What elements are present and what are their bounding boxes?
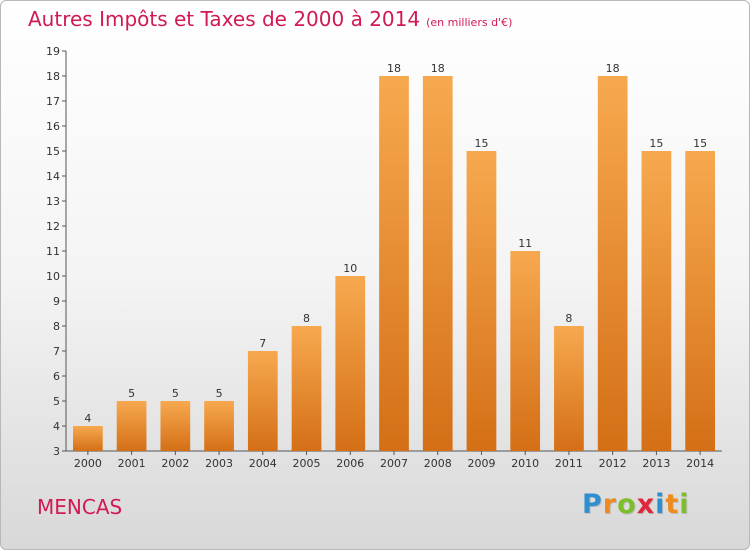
bars bbox=[72, 76, 716, 451]
y-axis: 3 4 5 6 7 8 9 10 11 12 13 14 15 16 17 18 19 bbox=[46, 45, 67, 458]
y-tick-label: 13 bbox=[46, 195, 60, 208]
x-tick-label: 2003 bbox=[205, 457, 233, 470]
logo-letter: r bbox=[602, 489, 618, 520]
x-tick-label: 2013 bbox=[642, 457, 670, 470]
y-tick-label: 10 bbox=[46, 270, 60, 283]
bar-2014 bbox=[685, 151, 716, 451]
value-label-2013: 15 bbox=[649, 137, 663, 150]
chart-title-text: Autres Impôts et Taxes de 2000 à 2014 bbox=[28, 7, 421, 31]
x-tick-label: 2012 bbox=[599, 457, 627, 470]
y-tick-label: 8 bbox=[53, 320, 60, 333]
bar-2012 bbox=[597, 76, 628, 451]
proxiti-logo[interactable]: Proxiti bbox=[582, 489, 690, 520]
y-tick-label: 11 bbox=[46, 245, 60, 258]
value-label-2010: 11 bbox=[518, 237, 532, 250]
value-labels: 4 5 5 5 7 8 10 18 18 15 11 8 18 15 15 bbox=[84, 62, 707, 425]
value-label-2014: 15 bbox=[693, 137, 707, 150]
x-tick-label: 2007 bbox=[380, 457, 408, 470]
x-tick-label: 2005 bbox=[293, 457, 321, 470]
x-tick-label: 2009 bbox=[467, 457, 495, 470]
y-tick-label: 4 bbox=[53, 420, 60, 433]
y-tick-label: 3 bbox=[53, 445, 60, 458]
bar-2001 bbox=[116, 401, 147, 451]
y-tick-label: 18 bbox=[46, 70, 60, 83]
logo-letter: o bbox=[617, 489, 637, 520]
y-tick-label: 9 bbox=[53, 295, 60, 308]
y-tick-label: 15 bbox=[46, 145, 60, 158]
x-tick-label: 2000 bbox=[74, 457, 102, 470]
bar-2002 bbox=[160, 401, 191, 451]
y-tick-label: 12 bbox=[46, 220, 60, 233]
chart-title: Autres Impôts et Taxes de 2000 à 2014 (en… bbox=[28, 7, 512, 31]
x-tick-label: 2010 bbox=[511, 457, 539, 470]
x-tick-label: 2004 bbox=[249, 457, 277, 470]
x-tick-label: 2002 bbox=[161, 457, 189, 470]
x-tick-label: 2011 bbox=[555, 457, 583, 470]
bar-2000 bbox=[72, 426, 103, 451]
bar-2009 bbox=[466, 151, 497, 451]
value-label-2011: 8 bbox=[565, 312, 572, 325]
bar-2013 bbox=[641, 151, 672, 451]
y-tick-label: 16 bbox=[46, 120, 60, 133]
y-tick-label: 5 bbox=[53, 395, 60, 408]
y-tick-label: 6 bbox=[53, 370, 60, 383]
logo-letter: P bbox=[582, 489, 603, 520]
bar-2011 bbox=[554, 326, 584, 451]
commune-name: MENCAS bbox=[37, 495, 123, 519]
bar-2008 bbox=[422, 76, 453, 451]
x-axis: 2000 2001 2002 2003 2004 2005 2006 2007 2008 2009… bbox=[66, 450, 722, 470]
value-label-2001: 5 bbox=[128, 387, 135, 400]
y-tick-label: 17 bbox=[46, 95, 60, 108]
value-label-2000: 4 bbox=[84, 412, 91, 425]
x-tick-label: 2001 bbox=[118, 457, 146, 470]
bar-2003 bbox=[204, 401, 234, 451]
bar-2010 bbox=[510, 251, 541, 451]
value-label-2006: 10 bbox=[343, 262, 357, 275]
logo-letter: i bbox=[679, 489, 690, 520]
value-label-2007: 18 bbox=[387, 62, 401, 75]
value-label-2005: 8 bbox=[303, 312, 310, 325]
value-label-2004: 7 bbox=[259, 337, 266, 350]
bar-2004 bbox=[247, 351, 278, 451]
y-tick-label: 7 bbox=[53, 345, 60, 358]
logo-letter: x bbox=[636, 489, 656, 520]
value-label-2002: 5 bbox=[172, 387, 179, 400]
logo-letter: i bbox=[655, 489, 666, 520]
bar-2005 bbox=[291, 326, 322, 451]
x-tick-label: 2006 bbox=[336, 457, 364, 470]
x-tick-label: 2008 bbox=[424, 457, 452, 470]
logo-letter: t bbox=[665, 489, 680, 520]
y-tick-label: 14 bbox=[46, 170, 60, 183]
value-label-2003: 5 bbox=[216, 387, 223, 400]
x-tick-label: 2014 bbox=[686, 457, 714, 470]
value-label-2012: 18 bbox=[606, 62, 620, 75]
bar-2007 bbox=[379, 76, 409, 451]
bar-2006 bbox=[335, 276, 366, 451]
value-label-2009: 15 bbox=[474, 137, 488, 150]
chart-unit-note: (en milliers d'€) bbox=[426, 16, 513, 29]
value-label-2008: 18 bbox=[431, 62, 445, 75]
y-tick-label: 19 bbox=[46, 45, 60, 58]
